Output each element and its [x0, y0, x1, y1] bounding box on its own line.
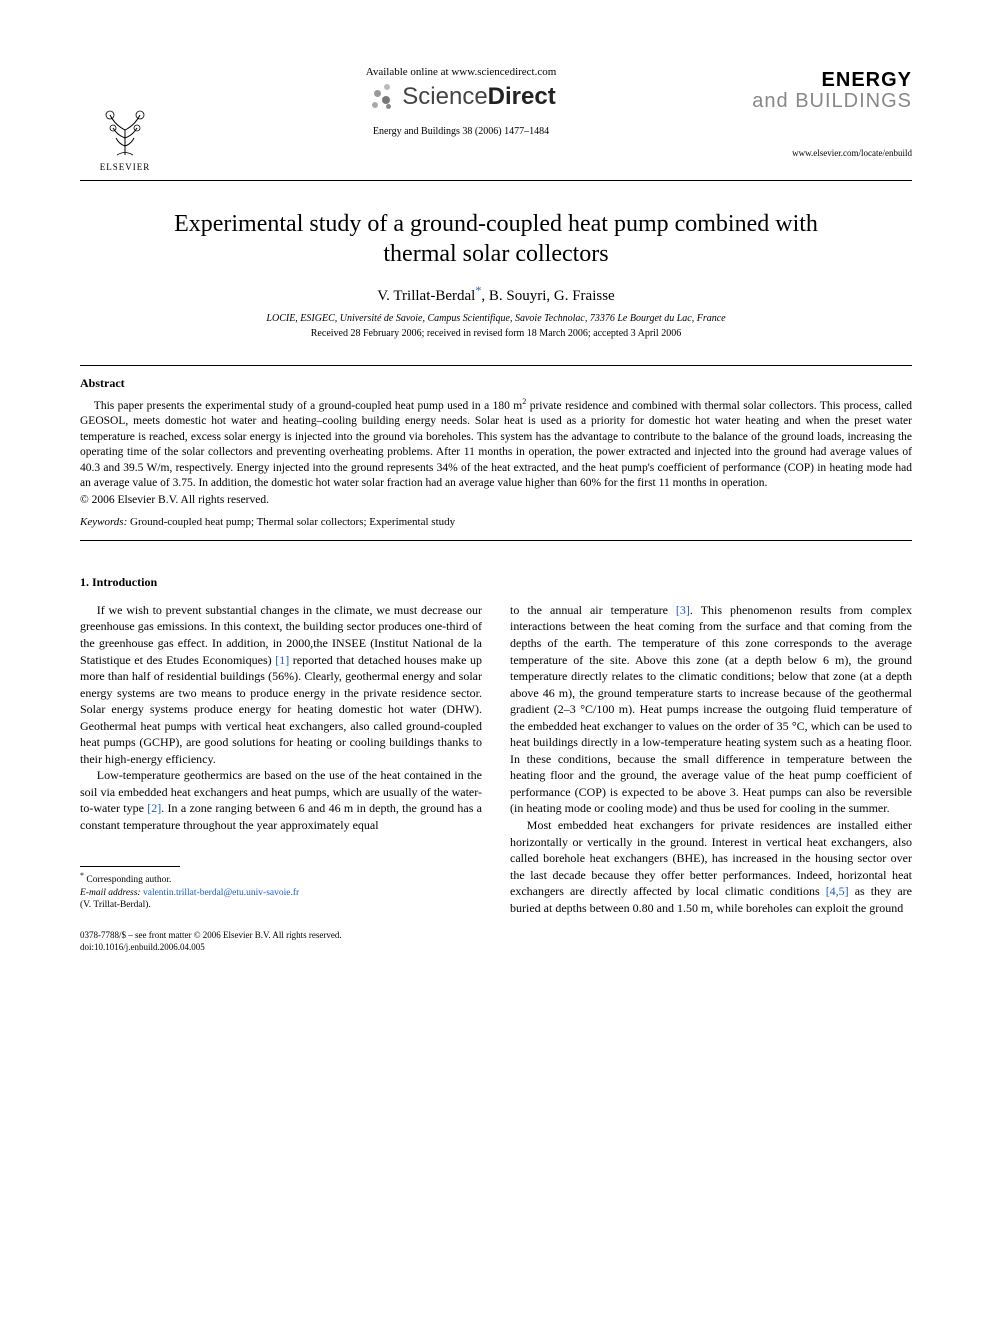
citation-link[interactable]: [4,5]: [826, 884, 849, 898]
issn-line: 0378-7788/$ – see front matter © 2006 El…: [80, 930, 482, 942]
author-paren: (V. Trillat-Berdal).: [80, 899, 482, 912]
divider: [80, 540, 912, 541]
corresponding-author-note: * Corresponding author.: [80, 871, 482, 887]
journal-reference: Energy and Buildings 38 (2006) 1477–1484: [170, 126, 752, 137]
elsevier-tree-icon: [95, 100, 155, 160]
sd-bold: Direct: [488, 83, 556, 110]
footnote-rule: [80, 866, 180, 867]
citation-link[interactable]: [3]: [676, 603, 690, 617]
keywords-text: Ground-coupled heat pump; Thermal solar …: [130, 516, 455, 528]
column-left: If we wish to prevent substantial change…: [80, 602, 482, 954]
journal-brand-block: ENERGY and BUILDINGS www.elsevier.com/lo…: [752, 60, 912, 158]
body-paragraph: Most embedded heat exchangers for privat…: [510, 817, 912, 916]
body-paragraph: to the annual air temperature [3]. This …: [510, 602, 912, 817]
journal-brand-line1: ENERGY: [752, 70, 912, 91]
abstract: This paper presents the experimental stu…: [80, 397, 912, 492]
available-online-text: Available online at www.sciencedirect.co…: [170, 66, 752, 78]
journal-url: www.elsevier.com/locate/enbuild: [752, 148, 912, 158]
journal-brand: ENERGY and BUILDINGS: [752, 70, 912, 112]
sd-light: Science: [402, 83, 487, 110]
doi-line: doi:10.1016/j.enbuild.2006.04.005: [80, 942, 482, 954]
affiliation: LOCIE, ESIGEC, Université de Savoie, Cam…: [80, 313, 912, 324]
publisher-logo-block: ELSEVIER: [80, 60, 170, 172]
email-line: E-mail address: valentin.trillat-berdal@…: [80, 887, 482, 900]
column-right: to the annual air temperature [3]. This …: [510, 602, 912, 954]
abstract-paragraph: This paper presents the experimental stu…: [80, 397, 912, 492]
article-dates: Received 28 February 2006; received in r…: [80, 328, 912, 339]
bottom-matter: 0378-7788/$ – see front matter © 2006 El…: [80, 930, 482, 953]
author-1: V. Trillat-Berdal: [377, 288, 475, 304]
elsevier-label: ELSEVIER: [100, 162, 151, 172]
citation-link[interactable]: [2]: [147, 801, 161, 815]
body-paragraph: Low-temperature geothermics are based on…: [80, 767, 482, 833]
keywords-label: Keywords:: [80, 516, 127, 528]
body-paragraph: If we wish to prevent substantial change…: [80, 602, 482, 767]
citation-link[interactable]: [1]: [275, 653, 289, 667]
page-header: ELSEVIER Available online at www.science…: [80, 60, 912, 181]
divider: [80, 365, 912, 366]
sciencedirect-icon: [366, 82, 396, 112]
copyright: © 2006 Elsevier B.V. All rights reserved…: [80, 494, 912, 506]
section-heading-1: 1. Introduction: [80, 575, 912, 590]
sciencedirect-wordmark: ScienceDirect: [402, 83, 555, 111]
keywords-line: Keywords: Ground-coupled heat pump; Ther…: [80, 516, 912, 528]
two-column-body: If we wish to prevent substantial change…: [80, 602, 912, 954]
footnotes: * Corresponding author. E-mail address: …: [80, 866, 482, 913]
article-title: Experimental study of a ground-coupled h…: [140, 209, 852, 269]
authors-rest: , B. Souyri, G. Fraisse: [481, 288, 614, 304]
header-center: Available online at www.sciencedirect.co…: [170, 60, 752, 137]
sciencedirect-logo: ScienceDirect: [170, 82, 752, 112]
journal-brand-line2: and BUILDINGS: [752, 91, 912, 112]
email-link[interactable]: valentin.trillat-berdal@etu.univ-savoie.…: [143, 888, 299, 898]
abstract-heading: Abstract: [80, 376, 912, 391]
authors: V. Trillat-Berdal*, B. Souyri, G. Fraiss…: [80, 283, 912, 305]
